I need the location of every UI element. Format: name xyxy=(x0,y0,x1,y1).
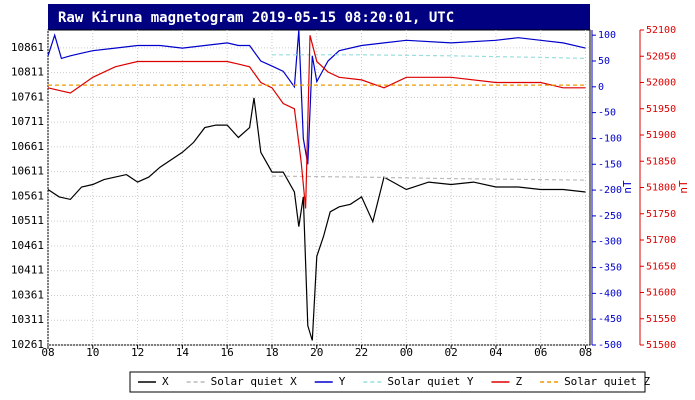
x-tick-label: 18 xyxy=(265,346,278,359)
series-line xyxy=(271,175,586,181)
y3-tick-label: 51650 xyxy=(646,261,676,272)
x-tick-label: 12 xyxy=(131,346,144,359)
y2-tick-label: 50 xyxy=(598,56,610,67)
y-tick-label: 10261 xyxy=(11,338,44,351)
y3-label: nT xyxy=(677,180,690,194)
y-tick-label: 10761 xyxy=(11,90,44,103)
y3-tick-label: 52100 xyxy=(646,25,676,36)
y3-tick-label: 52050 xyxy=(646,51,676,62)
y2-tick-label: -450 xyxy=(598,314,622,325)
y3-tick-label: 51700 xyxy=(646,235,676,246)
y2-tick-label: -150 xyxy=(598,159,622,170)
y2-tick-label: -300 xyxy=(598,237,622,248)
y-tick-label: 10311 xyxy=(11,313,44,326)
y3-tick-label: 51900 xyxy=(646,130,676,141)
y-tick-label: 10611 xyxy=(11,165,44,178)
x-tick-label: 08 xyxy=(41,346,54,359)
x-tick-label: 00 xyxy=(400,346,413,359)
y-tick-label: 10461 xyxy=(11,239,44,252)
y2-tick-label: -200 xyxy=(598,185,622,196)
y2-tick-label: -50 xyxy=(598,108,616,119)
y3-tick-label: 51850 xyxy=(646,156,676,167)
y2-label: nT xyxy=(621,180,634,194)
y2-tick-label: -250 xyxy=(598,211,622,222)
y3-tick-label: 51550 xyxy=(646,314,676,325)
y-tick-label: 10511 xyxy=(11,214,44,227)
legend-label: Z xyxy=(515,375,522,388)
legend xyxy=(129,371,646,393)
legend-label: X xyxy=(162,375,169,388)
y3-tick-label: 52000 xyxy=(646,78,676,89)
legend-label: Solar quiet Y xyxy=(387,375,473,388)
x-tick-label: 22 xyxy=(355,346,368,359)
y3-tick-label: 51600 xyxy=(646,288,676,299)
x-tick-label: 04 xyxy=(489,346,503,359)
y3-tick-label: 51950 xyxy=(646,104,676,115)
y-tick-label: 10361 xyxy=(11,288,44,301)
x-tick-label: 08 xyxy=(579,346,592,359)
title-bar xyxy=(48,4,590,30)
x-tick-label: 16 xyxy=(221,346,234,359)
y2-tick-label: -500 xyxy=(598,340,622,351)
y-tick-label: 10411 xyxy=(11,264,44,277)
y2-tick-label: -100 xyxy=(598,133,622,144)
y3-tick-label: 51750 xyxy=(646,209,676,220)
legend-label: Y xyxy=(339,375,346,388)
y-tick-label: 10711 xyxy=(11,115,44,128)
y2-tick-label: -350 xyxy=(598,263,622,274)
y-tick-label: 10661 xyxy=(11,140,44,153)
legend-label: Solar quiet Z xyxy=(564,375,650,388)
y2-tick-label: 0 xyxy=(598,82,604,93)
y2-tick-label: -400 xyxy=(598,288,622,299)
y-tick-label: 10561 xyxy=(11,189,44,202)
x-tick-label: 20 xyxy=(310,346,323,359)
series-line xyxy=(47,97,586,341)
x-tick-label: 10 xyxy=(86,346,99,359)
y3-tick-label: 51500 xyxy=(646,340,676,351)
y3-tick-label: 51800 xyxy=(646,183,676,194)
x-tick-label: 06 xyxy=(534,346,547,359)
series-line xyxy=(47,35,586,209)
series-line xyxy=(272,54,586,59)
x-tick-label: 02 xyxy=(445,346,458,359)
x-tick-label: 14 xyxy=(176,346,190,359)
y2-tick-label: 100 xyxy=(598,30,616,41)
y-tick-label: 10861 xyxy=(11,41,44,54)
y-tick-label: 10811 xyxy=(11,66,44,79)
chart-title: Raw Kiruna magnetogram 2019-05-15 08:20:… xyxy=(58,10,454,26)
series-line xyxy=(47,29,586,165)
legend-label: Solar quiet X xyxy=(211,375,297,388)
